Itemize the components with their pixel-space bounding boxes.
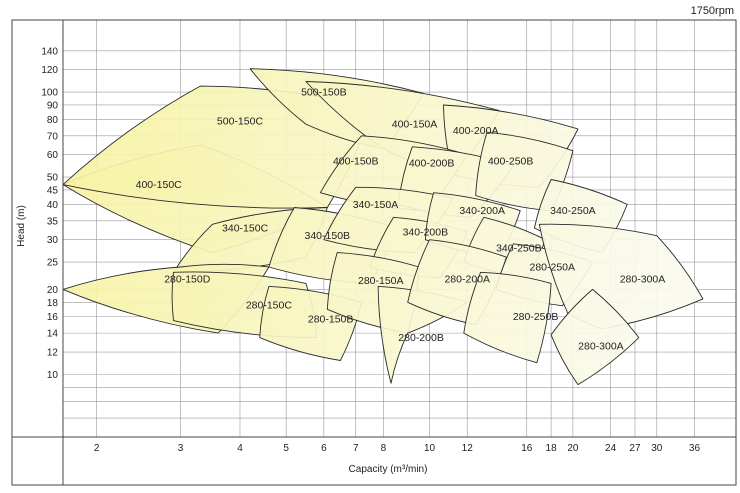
zone-label: 400-150C: [136, 179, 183, 191]
pump-zones: [62, 68, 704, 386]
y-tick-label: 12: [47, 348, 59, 359]
y-tick-label: 70: [47, 131, 59, 142]
y-tick-label: 30: [47, 235, 59, 246]
x-tick-label: 4: [237, 443, 243, 454]
zone-label: 340-250A: [550, 205, 596, 217]
x-tick-label: 3: [178, 443, 184, 454]
x-tick-label: 16: [521, 443, 533, 454]
zone-labels: 400-150C 500-150C 500-150B 400-150A 400-200A…: [136, 87, 666, 353]
x-tick-label: 10: [424, 443, 436, 454]
zone-label: 280-300A: [620, 273, 666, 285]
zone-label: 280-150B: [308, 314, 354, 326]
zone-280-300B: [550, 288, 640, 386]
y-tick-label: 25: [47, 258, 59, 269]
plot-frame: [11, 19, 737, 486]
x-tick-label: 2: [94, 443, 100, 454]
y-tick-label: 16: [47, 312, 59, 323]
zone-label: 280-250B: [513, 311, 559, 323]
y-tick-label: 20: [47, 285, 59, 296]
zone-label: 340-200B: [403, 226, 449, 238]
axes: 1012141618202530354045506070809010012014…: [11, 19, 737, 486]
y-tick-label: 50: [47, 173, 59, 184]
y-tick-label: 80: [47, 115, 59, 126]
x-tick-label: 27: [629, 443, 641, 454]
zone-label: 400-200B: [409, 158, 455, 170]
zone-label: 400-150A: [392, 119, 438, 131]
y-tick-label: 90: [47, 100, 59, 111]
x-tick-label: 30: [651, 443, 663, 454]
zone-label: 340-200A: [459, 205, 505, 217]
x-tick-label: 7: [353, 443, 359, 454]
zone-label: 280-150D: [164, 273, 211, 285]
x-tick-label: 18: [546, 443, 558, 454]
zone-label: 280-150A: [358, 275, 404, 287]
y-axis-title: Head (m): [16, 205, 27, 247]
zone-label: 400-250B: [488, 155, 534, 167]
y-tick-label: 18: [47, 298, 59, 309]
y-tick-label: 100: [41, 88, 58, 99]
zone-label: 280-250A: [529, 262, 575, 274]
zone-label: 340-250B: [496, 243, 542, 255]
y-tick-label: 60: [47, 150, 59, 161]
zone-label: 340-150A: [353, 199, 399, 211]
zone-label: 400-200A: [453, 125, 499, 137]
chart-title: 1750rpm: [691, 5, 734, 17]
zone-label: 500-150C: [217, 115, 264, 127]
x-tick-label: 20: [567, 443, 579, 454]
x-tick-label: 24: [605, 443, 617, 454]
x-tick-label: 8: [381, 443, 387, 454]
zone-label: 340-150B: [305, 230, 351, 242]
y-tick-label: 35: [47, 216, 59, 227]
zone-label: 400-150B: [333, 155, 379, 167]
y-tick-label: 14: [47, 329, 59, 340]
y-tick-label: 140: [41, 46, 58, 57]
x-tick-label: 36: [689, 443, 701, 454]
zone-label: 340-150C: [222, 222, 269, 234]
y-tick-label: 120: [41, 65, 58, 76]
zone-label: 280-150C: [246, 300, 293, 312]
zone-label: 280-200B: [398, 332, 444, 344]
y-tick-label: 40: [47, 200, 59, 211]
x-tick-label: 6: [321, 443, 327, 454]
zone-label: 280-200A: [444, 273, 490, 285]
zone-280-250B: [463, 271, 552, 364]
zone-label: 500-150B: [301, 87, 347, 99]
x-tick-label: 12: [462, 443, 474, 454]
y-tick-label: 10: [47, 370, 59, 381]
x-tick-label: 5: [283, 443, 289, 454]
x-axis-title: Capacity (m³/min): [349, 464, 428, 475]
zone-label: 280-300A: [578, 341, 624, 353]
y-tick-label: 45: [47, 185, 59, 196]
